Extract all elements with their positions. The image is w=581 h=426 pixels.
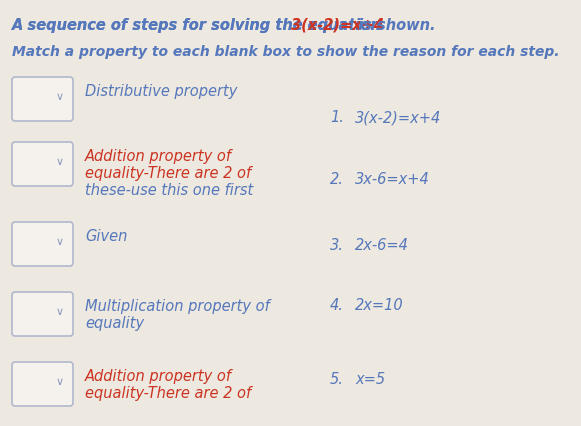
FancyBboxPatch shape	[12, 222, 73, 266]
Text: equality-There are 2 of: equality-There are 2 of	[85, 166, 251, 181]
FancyBboxPatch shape	[12, 142, 73, 186]
Text: 2x-6=4: 2x-6=4	[355, 238, 409, 253]
Text: equality: equality	[85, 316, 144, 331]
Text: equality-There are 2 of: equality-There are 2 of	[85, 386, 251, 401]
Text: ∨: ∨	[56, 307, 64, 317]
Text: Addition property of: Addition property of	[85, 149, 232, 164]
Text: A sequence of steps for solving the equation: A sequence of steps for solving the equa…	[12, 18, 387, 33]
Text: Distributive property: Distributive property	[85, 84, 238, 99]
Text: A sequence of steps for solving the equation: A sequence of steps for solving the equa…	[12, 18, 387, 33]
Text: 5.: 5.	[330, 372, 344, 388]
Text: ∨: ∨	[56, 92, 64, 102]
Text: Given: Given	[85, 229, 127, 244]
Text: ∨: ∨	[56, 157, 64, 167]
Text: 4.: 4.	[330, 297, 344, 313]
Text: these-use this one first: these-use this one first	[85, 183, 253, 198]
Text: Addition property of: Addition property of	[85, 369, 232, 384]
Text: ∨: ∨	[56, 237, 64, 247]
Text: Match a property to each blank box to show the reason for each step.: Match a property to each blank box to sh…	[12, 45, 560, 59]
Text: Multiplication property of: Multiplication property of	[85, 299, 270, 314]
Text: 2.: 2.	[330, 173, 344, 187]
FancyBboxPatch shape	[12, 362, 73, 406]
Text: 2x=10: 2x=10	[355, 297, 404, 313]
Text: x=5: x=5	[355, 372, 385, 388]
Text: 3(x-2)=x+4: 3(x-2)=x+4	[355, 110, 441, 126]
Text: 3.: 3.	[330, 238, 344, 253]
Text: ∨: ∨	[56, 377, 64, 387]
FancyBboxPatch shape	[12, 292, 73, 336]
Text: is shown.: is shown.	[353, 18, 436, 33]
Text: 3x-6=x+4: 3x-6=x+4	[355, 173, 430, 187]
FancyBboxPatch shape	[12, 77, 73, 121]
Text: 3(x-2)=x+4: 3(x-2)=x+4	[291, 18, 384, 33]
Text: 1.: 1.	[330, 110, 344, 126]
